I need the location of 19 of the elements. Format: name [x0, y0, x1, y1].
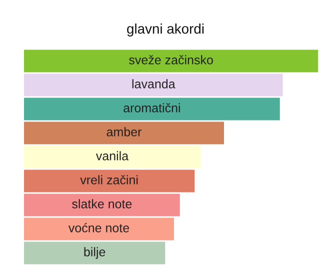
- y-tick-label: vanila: [96, 151, 129, 160]
- bar: [24, 74, 283, 96]
- bar: [24, 146, 200, 168]
- bar: [24, 170, 195, 192]
- y-tick-label: vreli začini: [80, 175, 138, 184]
- bar: [24, 98, 280, 120]
- y-tick-label: voćne note: [68, 223, 130, 232]
- y-tick-label: bilje: [84, 247, 106, 259]
- y-tick-label: lavanda: [132, 79, 176, 88]
- chart-title: glavni akordi: [127, 24, 204, 36]
- bar: [24, 194, 180, 216]
- y-tick-label: amber: [106, 127, 142, 136]
- bar: [24, 218, 174, 240]
- bar: [24, 122, 224, 144]
- y-tick-label: sveže začinsko: [129, 55, 213, 64]
- y-tick-label: slatke note: [72, 199, 132, 208]
- bar: [24, 50, 318, 72]
- bar: [24, 242, 166, 264]
- y-tick-label: aromatični: [124, 103, 180, 112]
